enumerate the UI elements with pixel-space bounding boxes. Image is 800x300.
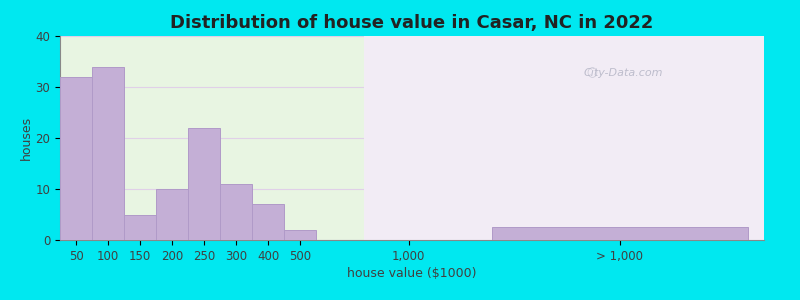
Y-axis label: houses: houses — [20, 116, 33, 160]
Text: City-Data.com: City-Data.com — [583, 68, 663, 78]
Bar — [492, 227, 748, 240]
Bar — [92, 67, 124, 240]
Text: ○: ○ — [586, 66, 597, 79]
Bar — [364, 36, 800, 240]
Title: Distribution of house value in Casar, NC in 2022: Distribution of house value in Casar, NC… — [170, 14, 654, 32]
Bar — [252, 204, 284, 240]
Bar — [220, 184, 252, 240]
Bar — [60, 77, 92, 240]
Bar — [188, 128, 220, 240]
Bar — [124, 214, 156, 240]
Bar — [284, 230, 316, 240]
X-axis label: house value ($1000): house value ($1000) — [347, 267, 477, 280]
Bar — [156, 189, 188, 240]
